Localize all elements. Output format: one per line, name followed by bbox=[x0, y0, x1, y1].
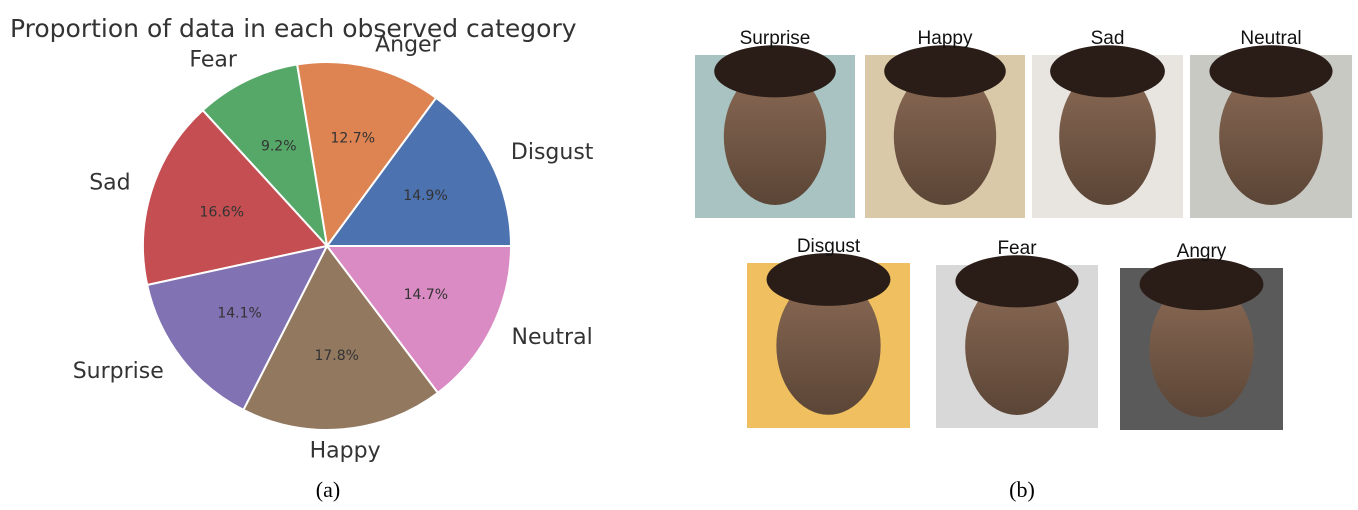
value-label: 17.8% bbox=[314, 348, 358, 364]
hair bbox=[1050, 45, 1165, 97]
hair bbox=[1209, 45, 1332, 97]
slice-label: Happy bbox=[310, 438, 381, 463]
caption: (a) bbox=[316, 477, 340, 502]
hair bbox=[884, 45, 1006, 97]
hair bbox=[714, 45, 836, 97]
slice-label: Disgust bbox=[511, 140, 594, 165]
caption: (b) bbox=[1009, 477, 1035, 502]
figure: Proportion of data in each observed cate… bbox=[0, 0, 1358, 510]
hair bbox=[1140, 258, 1264, 310]
photo-label: Surprise bbox=[740, 28, 811, 49]
slice-label: Sad bbox=[89, 171, 130, 196]
slice-label: Fear bbox=[189, 48, 237, 73]
pie-chart: Disgust 14.9% Anger 12.7% Fear 9.2% Sad 16.6% Su… bbox=[73, 33, 594, 464]
photo-label: Neutral bbox=[1240, 28, 1301, 49]
slice-label: Neutral bbox=[511, 325, 592, 350]
photo-label: Fear bbox=[997, 238, 1037, 259]
value-label: 9.2% bbox=[261, 139, 297, 155]
hair bbox=[955, 255, 1078, 307]
value-label: 14.9% bbox=[403, 188, 447, 204]
value-label: 12.7% bbox=[331, 131, 375, 147]
photo-label: Disgust bbox=[797, 236, 861, 257]
slice-label: Anger bbox=[375, 33, 441, 58]
photo-label: Sad bbox=[1091, 28, 1125, 49]
value-label: 14.7% bbox=[404, 287, 448, 303]
slice-label: Surprise bbox=[73, 359, 164, 384]
value-label: 16.6% bbox=[200, 205, 244, 221]
photo-grid: Surprise Happy Sad Neutral Disgust Fear Angry bbox=[695, 28, 1352, 430]
chart-title: Proportion of data in each observed cate… bbox=[10, 14, 577, 43]
photo-label: Happy bbox=[918, 28, 973, 49]
photo-label: Angry bbox=[1177, 241, 1227, 262]
value-label: 14.1% bbox=[217, 305, 261, 321]
hair bbox=[767, 253, 891, 306]
